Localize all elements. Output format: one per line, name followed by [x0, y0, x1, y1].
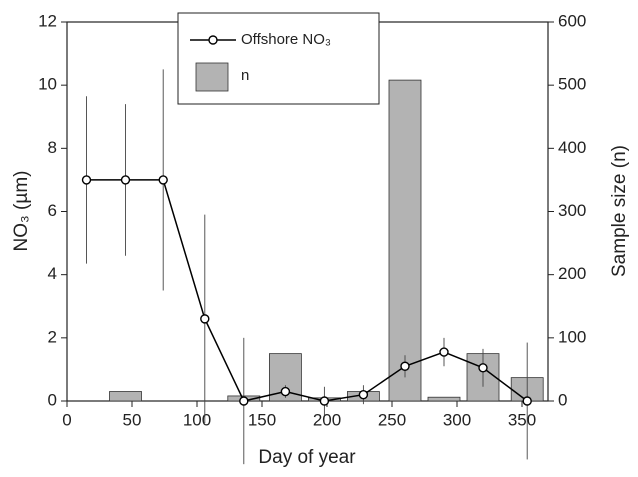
x-tick-label: 50	[123, 410, 142, 429]
y-tick-label: 10	[38, 75, 57, 94]
point	[280, 386, 291, 397]
y2-tick-label: 600	[558, 11, 586, 30]
point	[120, 175, 131, 185]
point	[81, 175, 92, 185]
bar	[388, 79, 422, 402]
legend-label: Offshore NO₃	[241, 31, 331, 48]
bar	[427, 396, 461, 402]
y-tick-label: 0	[48, 390, 57, 409]
y2-tick-label: 200	[558, 264, 586, 283]
point	[522, 396, 532, 406]
y2-tick-label: 0	[558, 390, 567, 409]
point	[319, 396, 330, 406]
point	[200, 314, 210, 324]
legend-swatch	[195, 62, 229, 92]
point	[158, 175, 168, 185]
y-tick-label: 4	[48, 264, 57, 283]
x-tick-label: 150	[248, 410, 276, 429]
legend-marker	[208, 35, 218, 45]
x-tick-label: 100	[183, 410, 211, 429]
y-tick-label: 12	[38, 11, 57, 30]
y2-tick-label: 500	[558, 75, 586, 94]
point	[478, 363, 488, 373]
y2-tick-label: 100	[558, 327, 586, 346]
y2-tick-label: 300	[558, 201, 586, 220]
y-tick-label: 6	[48, 201, 57, 220]
line	[86, 179, 528, 402]
point	[239, 396, 249, 406]
y2-axis-label: Sample size (n)	[609, 145, 630, 277]
y-tick-label: 8	[48, 138, 57, 157]
bar	[109, 391, 142, 402]
x-tick-label: 0	[62, 410, 71, 429]
x-axis-label: Day of year	[258, 447, 356, 468]
y-tick-label: 2	[48, 327, 57, 346]
legend-label: n	[241, 67, 249, 84]
point	[400, 361, 410, 371]
y-axis-label: NO₃ (µm)	[11, 171, 32, 252]
x-tick-label: 200	[313, 410, 341, 429]
x-tick-label: 350	[508, 410, 536, 429]
x-tick-label: 300	[443, 410, 471, 429]
point	[358, 389, 369, 400]
x-tick-label: 250	[378, 410, 406, 429]
point	[439, 347, 449, 357]
y2-tick-label: 400	[558, 138, 586, 157]
